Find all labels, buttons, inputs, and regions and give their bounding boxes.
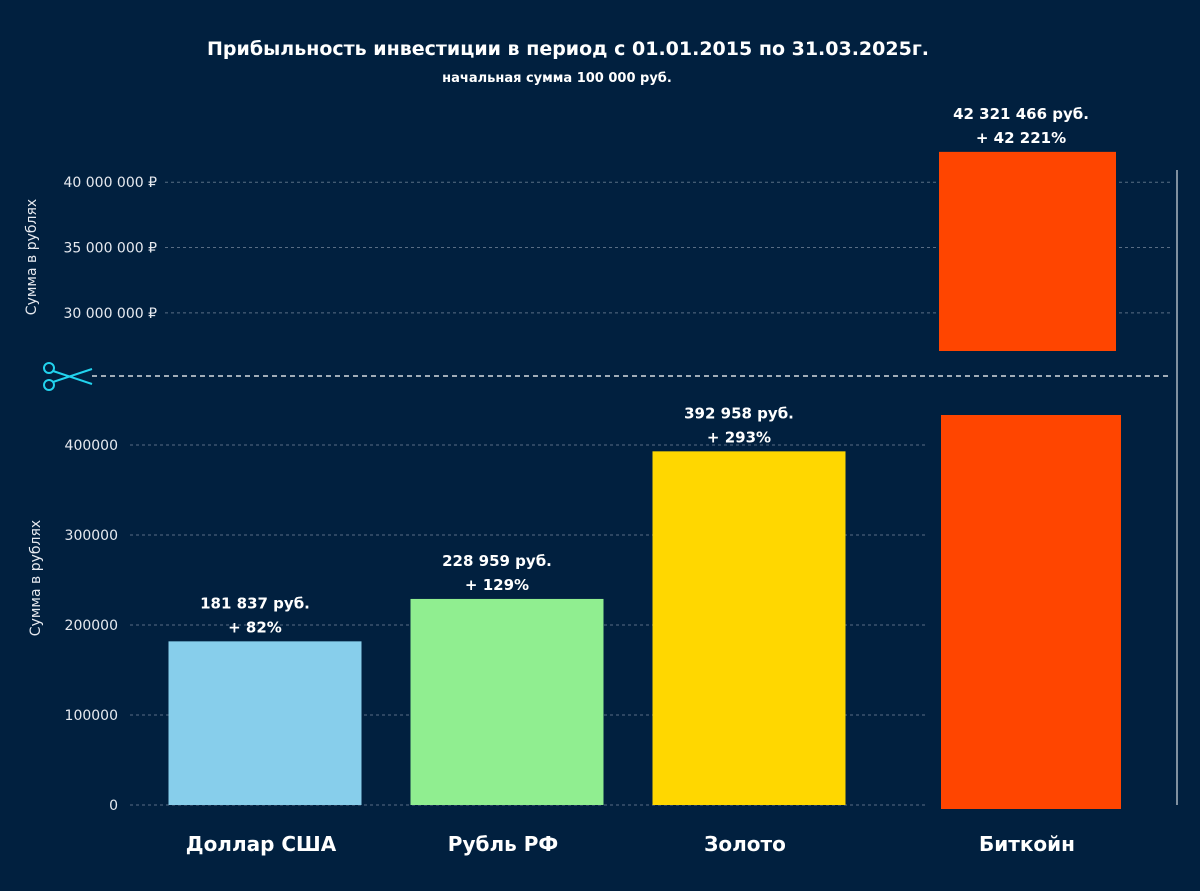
category-label: Золото — [704, 832, 786, 856]
category-label: Биткойн — [979, 832, 1075, 856]
lower-tick-label: 300000 — [65, 528, 118, 544]
bars — [168, 151, 1121, 809]
data-label-percent: + 129% — [465, 576, 529, 594]
lower-tick-label: 200000 — [65, 618, 118, 634]
chart-subtitle: начальная сумма 100 000 руб. — [442, 71, 672, 86]
lower-axis-ticks: 0 100000 200000 300000 400000 — [65, 438, 118, 814]
upper-y-axis-label: Сумма в рублях — [24, 199, 40, 315]
chart-title: Прибыльность инвестиции в период с 01.01… — [207, 38, 929, 60]
lower-tick-label: 100000 — [65, 708, 118, 724]
data-label-percent: + 82% — [228, 618, 282, 636]
bar — [652, 451, 846, 805]
bar — [410, 598, 604, 805]
bar-upper-segment — [939, 151, 1116, 351]
data-label-value: 42 321 466 руб. — [953, 105, 1089, 123]
data-label-percent: + 42 221% — [976, 129, 1066, 147]
bar — [168, 641, 362, 805]
upper-tick-label: 40 000 000 ₽ — [63, 175, 157, 191]
data-label-value: 181 837 руб. — [200, 594, 310, 612]
data-label-value: 392 958 руб. — [684, 404, 794, 422]
category-labels: Доллар США Рубль РФ Золото Биткойн — [186, 832, 1075, 856]
data-label-value: 228 959 руб. — [442, 552, 552, 570]
bar-lower-segment — [941, 415, 1121, 809]
scissors-icon — [43, 362, 93, 391]
lower-y-axis-label: Сумма в рублях — [28, 520, 44, 636]
lower-tick-label: 0 — [109, 798, 118, 814]
category-label: Доллар США — [186, 832, 337, 856]
lower-tick-label: 400000 — [65, 438, 118, 454]
category-label: Рубль РФ — [448, 832, 558, 856]
upper-tick-label: 35 000 000 ₽ — [63, 241, 157, 257]
upper-tick-label: 30 000 000 ₽ — [63, 306, 157, 322]
upper-axis-ticks: 30 000 000 ₽ 35 000 000 ₽ 40 000 000 ₽ — [63, 175, 157, 322]
data-label-percent: + 293% — [707, 428, 771, 446]
data-labels: 181 837 руб. + 82% 228 959 руб. + 129% 392 9… — [200, 105, 1089, 636]
